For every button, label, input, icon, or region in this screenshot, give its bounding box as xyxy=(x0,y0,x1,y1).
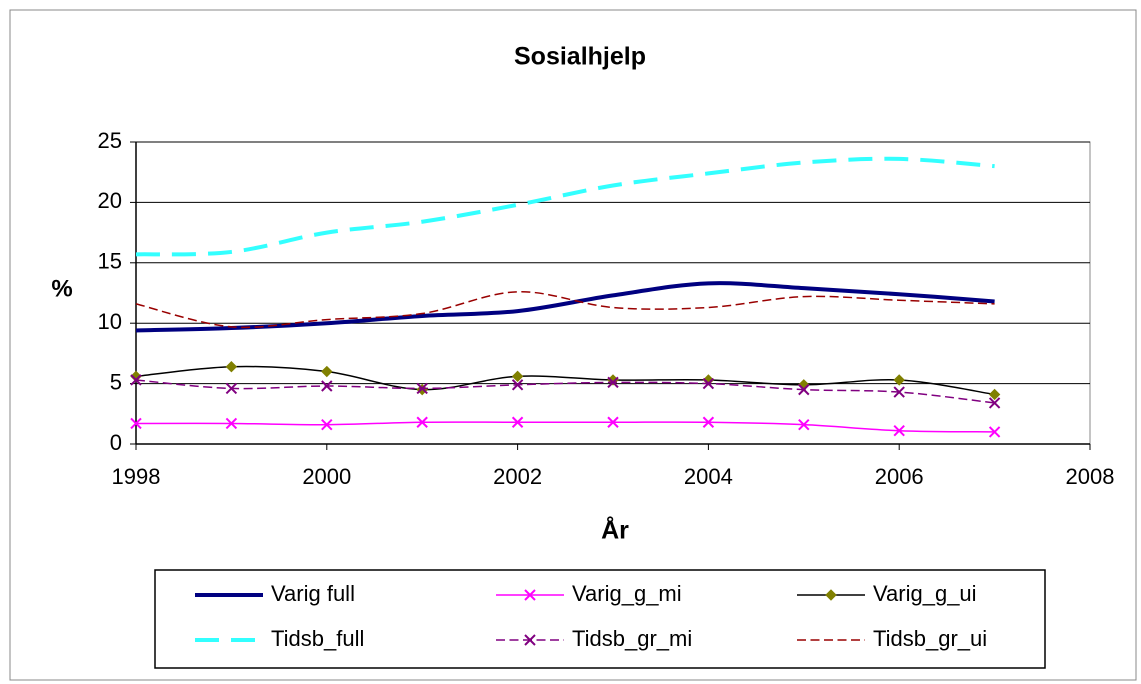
marker xyxy=(416,382,428,395)
legend-label: Tidsb_gr_ui xyxy=(873,626,987,651)
legend-label: Varig full xyxy=(271,581,355,606)
marker xyxy=(321,380,333,392)
series-line xyxy=(135,379,995,404)
marker xyxy=(607,376,619,389)
x-tick-label: 2002 xyxy=(493,464,542,489)
marker xyxy=(511,370,524,383)
y-tick-label: 20 xyxy=(98,188,122,213)
marker xyxy=(893,425,905,437)
y-tick-label: 25 xyxy=(98,128,122,153)
marker xyxy=(130,374,142,386)
marker xyxy=(988,397,1001,409)
series-line xyxy=(135,281,995,333)
marker xyxy=(321,418,333,431)
marker xyxy=(416,416,428,428)
marker xyxy=(798,383,810,396)
marker xyxy=(988,388,1001,401)
chart-title: Sosialhjelp xyxy=(514,43,646,71)
series-line xyxy=(135,421,995,433)
legend-label: Varig_g_mi xyxy=(572,581,682,606)
series-line xyxy=(135,156,995,257)
marker xyxy=(798,418,810,431)
legend-label: Tidsb_full xyxy=(271,626,364,651)
marker xyxy=(524,634,536,646)
marker xyxy=(130,417,142,430)
marker xyxy=(893,374,905,386)
y-axis-label: % xyxy=(51,275,72,302)
legend-label: Tidsb_gr_mi xyxy=(572,626,692,651)
marker xyxy=(511,379,524,391)
marker xyxy=(702,416,715,428)
y-tick-label: 0 xyxy=(110,430,122,455)
legend-box xyxy=(154,569,1046,669)
marker xyxy=(225,382,238,395)
marker xyxy=(702,377,715,390)
marker xyxy=(893,386,905,398)
legend-label: Varig_g_ui xyxy=(873,581,977,606)
marker xyxy=(321,365,333,378)
x-axis-label: År xyxy=(601,516,629,545)
marker xyxy=(607,416,619,428)
x-tick-label: 2008 xyxy=(1066,464,1115,489)
x-tick-label: 2000 xyxy=(302,464,351,489)
series-line xyxy=(135,365,995,396)
x-tick-label: 2004 xyxy=(684,464,733,489)
y-tick-label: 10 xyxy=(98,309,122,334)
x-tick-label: 2006 xyxy=(875,464,924,489)
series-line xyxy=(135,291,995,329)
marker xyxy=(988,426,1001,438)
y-tick-label: 5 xyxy=(110,369,122,394)
x-tick-label: 1998 xyxy=(112,464,161,489)
y-tick-label: 15 xyxy=(98,249,122,274)
marker xyxy=(225,360,238,373)
marker xyxy=(225,417,238,430)
marker xyxy=(524,589,536,601)
marker xyxy=(825,589,837,601)
marker xyxy=(511,416,524,428)
